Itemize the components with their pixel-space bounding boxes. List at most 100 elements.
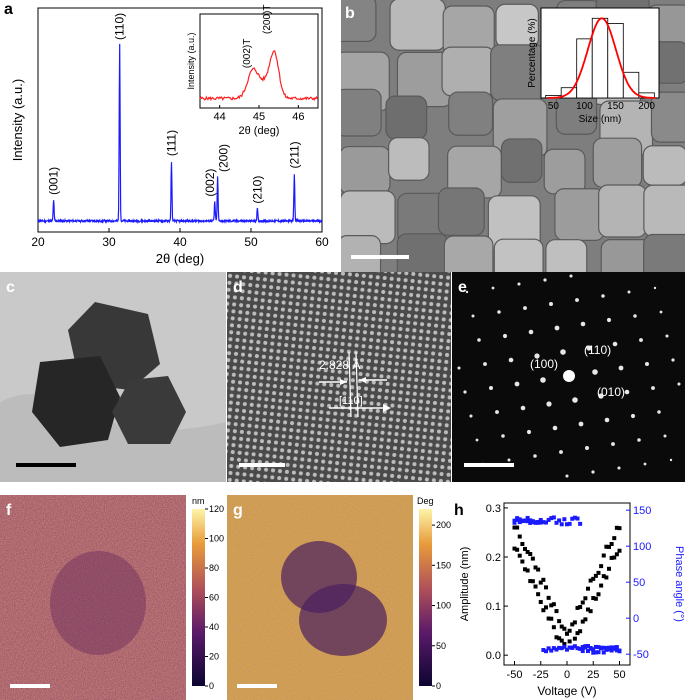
- phase-point: [551, 646, 556, 651]
- nanocube: [650, 91, 685, 143]
- y-axis-label: Percentage (%): [527, 18, 538, 87]
- phase-point: [557, 518, 562, 523]
- amplitude-point: [604, 544, 609, 549]
- diffraction-spot: [559, 450, 563, 454]
- diffraction-spot: [475, 438, 479, 442]
- plot-frame: [503, 502, 631, 666]
- panel-label-d: d: [233, 279, 243, 296]
- nanocube: [598, 184, 647, 238]
- pfm-topography-panel: f nm 0 20 40 60 80 100 120: [0, 495, 224, 700]
- colorbar-tick-label: 120: [209, 504, 224, 514]
- amplitude-point: [520, 541, 525, 546]
- peak-label: (211): [287, 141, 301, 168]
- amplitude-point: [528, 552, 533, 557]
- arrow-head: [340, 379, 347, 385]
- diffraction-spot: [669, 458, 673, 462]
- amplitude-point: [580, 619, 585, 624]
- diffraction-spot: [533, 454, 537, 458]
- nanocube: [441, 46, 495, 97]
- diffraction-spot: [645, 362, 649, 366]
- phase-point: [593, 644, 598, 649]
- diffraction-spot: [471, 314, 475, 318]
- amplitude-point: [586, 607, 590, 612]
- amplitude-point: [565, 631, 569, 636]
- diffraction-spot: [463, 390, 467, 394]
- phase-point: [546, 646, 551, 651]
- amplitude-point: [523, 546, 527, 551]
- diffraction-spot: [580, 321, 586, 327]
- colorbar-tick-label: 0: [209, 681, 214, 691]
- phase-point: [575, 516, 580, 521]
- y-axis-label: Intensity (a.u.): [10, 79, 25, 161]
- phase-point: [617, 649, 622, 654]
- scale-bar: [464, 463, 514, 467]
- phase-point: [586, 644, 590, 649]
- phase-point: [538, 520, 543, 525]
- phase-point: [601, 650, 606, 655]
- phase-point: [530, 519, 535, 524]
- pfm-loop-chart: h -50 -25 0 25 50 0.0 0.1 0.2 0.3 -50 0 50 100 150 Vol…: [454, 502, 685, 698]
- diffraction-spot: [502, 333, 508, 339]
- scale-bar: [10, 684, 50, 688]
- nanocube: [545, 239, 588, 272]
- histogram-hatch: [607, 23, 624, 99]
- phase-point: [562, 517, 567, 522]
- colorbar-tick-label: 100: [436, 601, 451, 611]
- amplitude-point: [607, 566, 611, 571]
- diffraction-spot: [639, 338, 643, 342]
- peak-label: (110): [113, 13, 127, 40]
- lattice-image: [227, 272, 451, 482]
- nanocube: [341, 235, 382, 272]
- inset-frame: [199, 13, 319, 109]
- amplitude-point: [520, 559, 525, 564]
- amplitude-point: [533, 565, 538, 570]
- phase-point: [572, 515, 577, 520]
- amplitude-point: [515, 525, 520, 530]
- phase-point: [580, 649, 585, 654]
- diffraction-spot: [651, 386, 655, 390]
- amplitude-point: [512, 546, 517, 551]
- phase-point: [586, 649, 590, 654]
- amplitude-point: [601, 574, 606, 579]
- diffraction-spot: [624, 389, 630, 395]
- pfm-phase-panel: g Deg 0 50 100 150 200: [227, 495, 451, 700]
- diffraction-spot: [618, 365, 624, 371]
- diffraction-spot: [663, 434, 667, 438]
- nanocube: [643, 233, 685, 272]
- diffraction-spot: [617, 466, 621, 470]
- y-right-tick-label: 150: [633, 505, 651, 517]
- amplitude-point: [515, 547, 520, 552]
- phase-point: [523, 518, 527, 523]
- amplitude-point: [530, 556, 535, 561]
- phase-point: [565, 522, 569, 527]
- amplitude-point: [586, 586, 590, 591]
- diffraction-spot: [611, 442, 615, 446]
- nanocube: [493, 238, 544, 272]
- diffraction-spot: [665, 334, 669, 338]
- colorbar-tick-label: 200: [436, 520, 451, 530]
- lattice-marker-line: [355, 351, 359, 418]
- diffraction-spot: [569, 274, 573, 278]
- diffraction-spot: [489, 386, 493, 390]
- diffraction-spot: [508, 357, 514, 363]
- amplitude-point: [572, 620, 577, 625]
- inset-x-tick-label: 45: [253, 111, 265, 123]
- amplitude-point: [599, 564, 604, 569]
- x-tick-label: 60: [315, 235, 329, 249]
- nanocube: [443, 235, 494, 272]
- diffraction-spot: [549, 302, 553, 306]
- amplitude-point: [559, 624, 564, 629]
- phase-point: [554, 520, 559, 525]
- arrow-head: [383, 404, 391, 412]
- amplitude-point: [549, 616, 554, 621]
- nanocube: [385, 95, 428, 140]
- y-right-tick-label: 0: [633, 613, 639, 625]
- amplitude-point: [559, 638, 564, 643]
- amplitude-point: [578, 629, 583, 634]
- amplitude-point: [570, 622, 575, 627]
- diffraction-spot: [637, 438, 641, 442]
- inset-y-axis-label: Intensity (a.u.): [186, 32, 196, 89]
- phase-point: [570, 645, 575, 650]
- tem-image-panel: c: [0, 272, 226, 482]
- scale-bar: [237, 684, 277, 688]
